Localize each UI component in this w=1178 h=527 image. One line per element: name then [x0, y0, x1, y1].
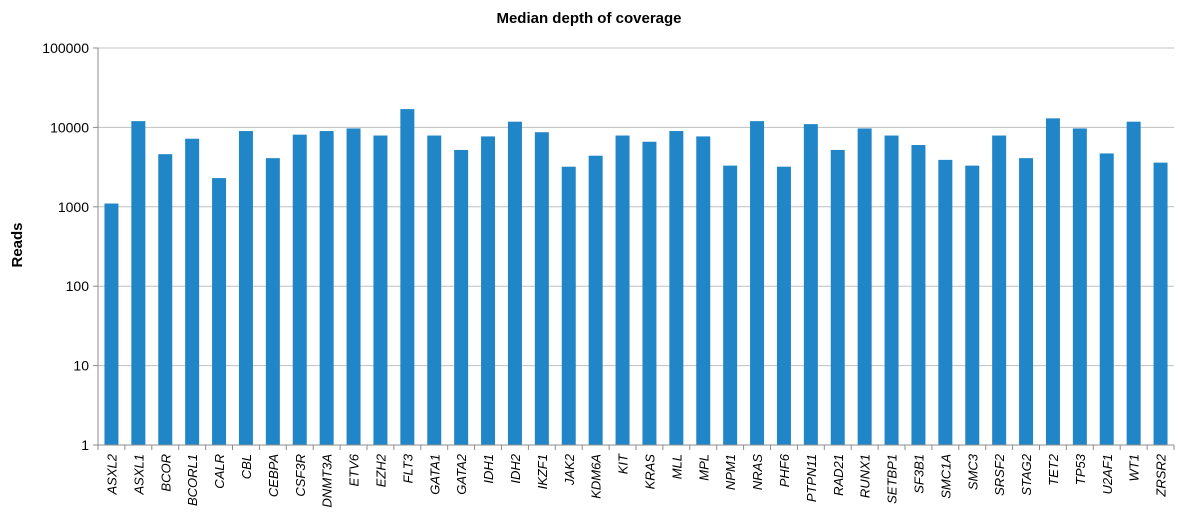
x-tick-label: KRAS: [642, 454, 657, 490]
bar-mll: [669, 131, 684, 445]
bar-dnmt3a: [319, 131, 334, 445]
x-tick-label: CEBPA: [266, 454, 281, 497]
y-tick-label: 1000: [58, 199, 89, 215]
x-tick-label: BCOR: [158, 454, 173, 492]
x-tick-labels: ASXL2 ASXL1 BCOR BCORL1 CALR CBL CEBPA CSF3R DNM…: [104, 453, 1168, 508]
bar-flt3: [400, 109, 415, 445]
x-tick-label: WT1: [1127, 454, 1142, 481]
bar-smc1a: [938, 159, 953, 445]
x-tick-label: RUNX1: [858, 454, 873, 498]
x-tick-label: BCORL1: [185, 454, 200, 506]
bar-cebpa: [265, 158, 280, 445]
x-tick-label: SRSF2: [992, 453, 1007, 496]
x-tick-label: PTPN11: [804, 454, 819, 502]
grid-lines: [98, 47, 1174, 367]
y-tick-label: 100: [66, 278, 90, 294]
x-tick-label: KDM6A: [589, 454, 604, 499]
y-axis-label: Reads: [9, 222, 26, 267]
x-tick-label: JAK2: [562, 453, 577, 486]
bar-sf3b1: [911, 145, 926, 446]
bar-gata1: [427, 135, 442, 445]
x-tick-label: CBL: [239, 454, 254, 479]
y-tick-labels: 100000 10000 1000 100 10 1: [42, 40, 89, 453]
bar-cbl: [238, 131, 253, 445]
bar-u2af1: [1099, 153, 1114, 445]
bar-jak2: [561, 166, 576, 445]
x-tick-label: TP53: [1073, 453, 1088, 485]
bar-etv6: [346, 128, 361, 445]
bar-wt1: [1126, 121, 1141, 445]
x-tick-label: GATA1: [427, 454, 442, 495]
x-tick-label: CSF3R: [293, 454, 308, 497]
bar-runx1: [857, 128, 872, 445]
y-tick-label: 1: [81, 437, 89, 453]
y-tick-label: 10000: [50, 119, 89, 135]
bar-calr: [212, 178, 227, 446]
chart-title: Median depth of coverage: [496, 10, 681, 27]
x-tick-label: SMC3: [965, 453, 980, 490]
bar-ikzf1: [534, 132, 549, 446]
x-tick-label: U2AF1: [1100, 454, 1115, 494]
x-tick-label: STAG2: [1019, 453, 1034, 495]
bar-kdm6a: [588, 155, 603, 446]
x-tick-label: IDH1: [481, 454, 496, 484]
y-tick-label: 100000: [42, 40, 89, 56]
bar-smc3: [965, 165, 980, 445]
x-tick-label: EZH2: [373, 453, 388, 487]
bar-tp53: [1072, 128, 1087, 445]
x-tick-label: SETBP1: [885, 454, 900, 504]
bar-bcorl1: [185, 138, 200, 446]
x-tick-label: ETV6: [347, 453, 362, 486]
bar-ezh2: [373, 135, 388, 445]
bar-rad21: [830, 149, 845, 445]
bar-zrsr2: [1153, 162, 1168, 445]
x-tick-label: GATA2: [454, 453, 469, 494]
x-tick-label: CALR: [212, 454, 227, 489]
bar-gata2: [454, 149, 469, 445]
bar-mpl: [696, 136, 711, 445]
x-tick-label: ASXL1: [131, 454, 146, 495]
bar-srsf2: [992, 135, 1007, 445]
bar-npm1: [723, 165, 738, 445]
bar-idh2: [507, 121, 522, 445]
x-tick-label: FLT3: [400, 453, 415, 483]
x-tick-label: ASXL2: [104, 453, 119, 495]
bar-tet2: [1045, 118, 1060, 445]
bar-ptpn11: [803, 124, 818, 446]
x-tick-label: MLL: [669, 454, 684, 479]
bar-stag2: [1019, 158, 1034, 445]
bars: [104, 109, 1168, 446]
x-tick-label: ZRSR2: [1154, 453, 1169, 497]
bar-asxl2: [104, 203, 119, 445]
x-tick-label: SF3B1: [911, 454, 926, 494]
bar-nras: [750, 121, 765, 445]
x-tick-label: TET2: [1046, 453, 1061, 486]
axes: [93, 47, 1175, 450]
x-tick-label: PHF6: [777, 453, 792, 487]
x-tick-label: NPM1: [723, 454, 738, 490]
x-tick-label: SMC1A: [938, 454, 953, 499]
x-tick-label: KIT: [616, 453, 631, 474]
x-tick-label: DNMT3A: [320, 454, 335, 507]
bar-phf6: [776, 166, 791, 445]
bar-setbp1: [884, 135, 899, 445]
bar-kras: [642, 141, 657, 445]
x-tick-label: IKZF1: [535, 454, 550, 489]
x-tick-label: MPL: [696, 454, 711, 481]
bar-kit: [615, 135, 630, 445]
bar-asxl1: [131, 121, 146, 445]
x-tick-label: NRAS: [750, 454, 765, 490]
y-tick-label: 10: [73, 358, 89, 374]
x-tick-label: IDH2: [508, 453, 523, 483]
x-tick-label: RAD21: [831, 454, 846, 496]
bar-bcor: [158, 154, 173, 445]
bar-idh1: [481, 136, 496, 445]
bar-csf3r: [292, 134, 307, 445]
